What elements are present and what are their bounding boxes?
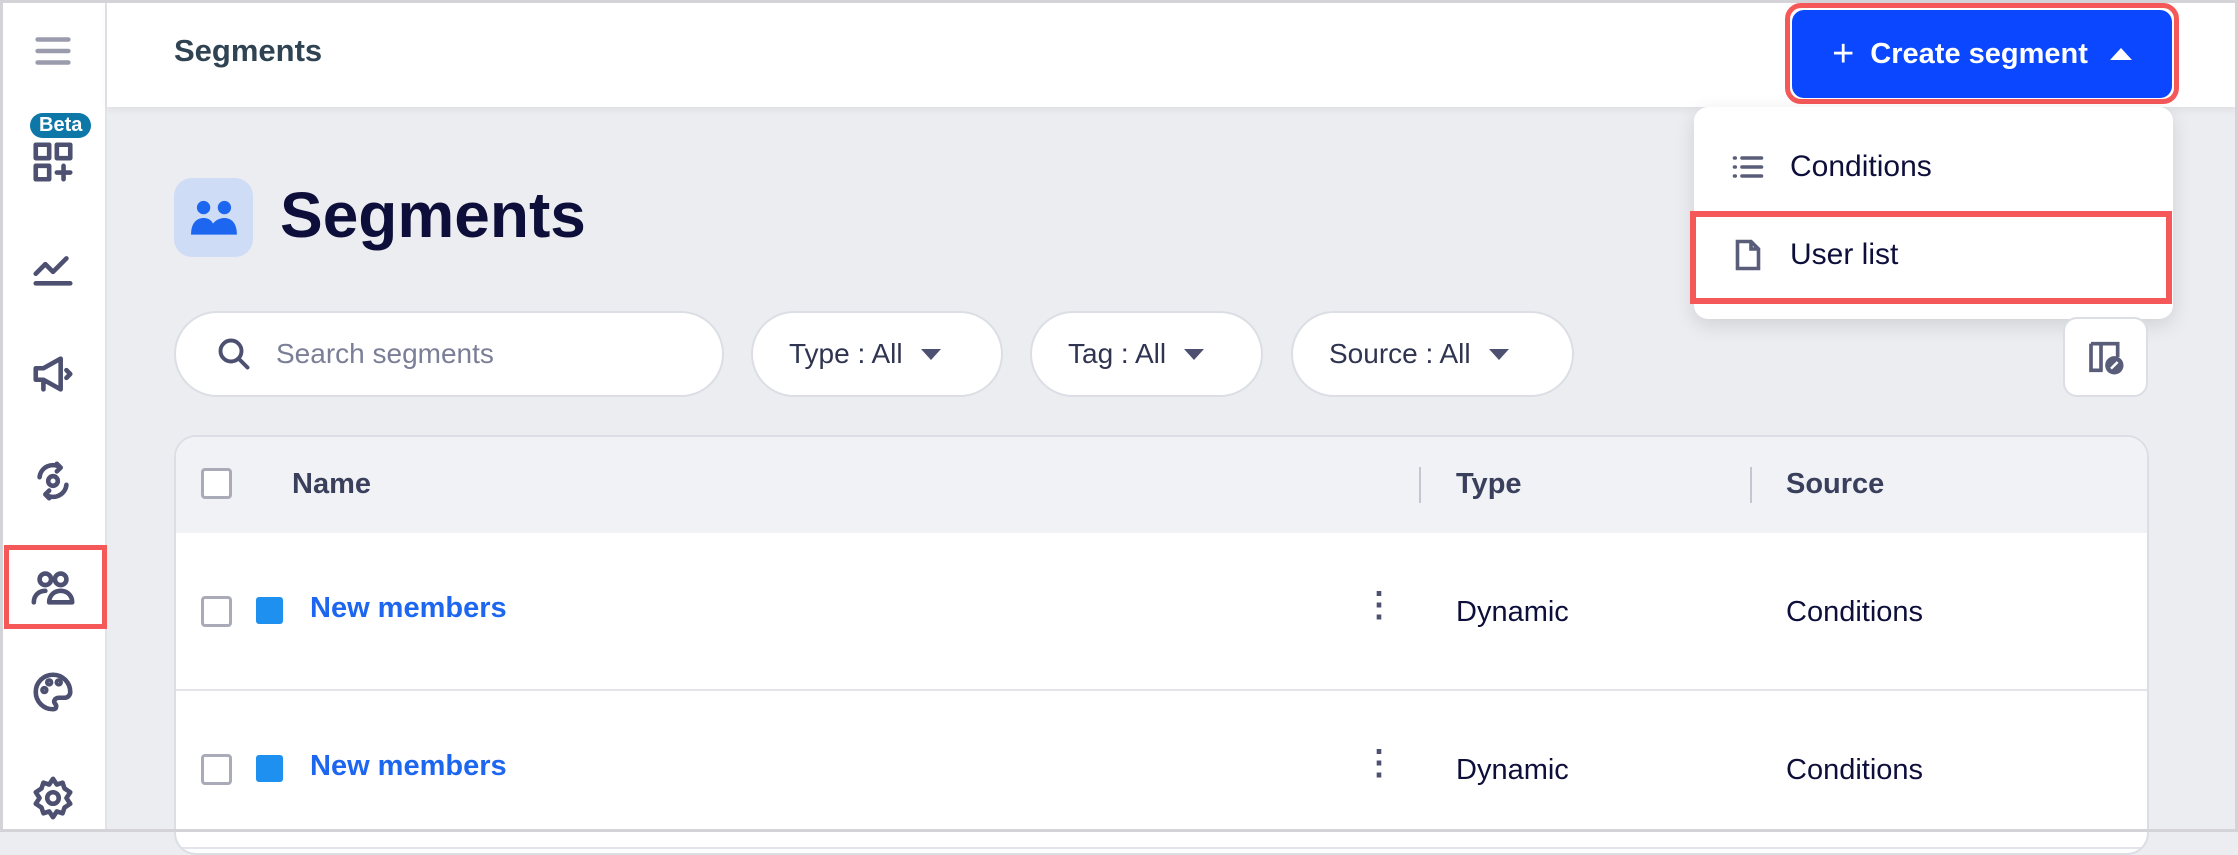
select-all-checkbox[interactable] xyxy=(201,468,232,499)
list-icon xyxy=(1732,156,1764,178)
segment-name-link[interactable]: New members xyxy=(310,592,507,624)
segments-icon xyxy=(31,571,75,605)
search-input[interactable]: Search segments xyxy=(174,311,724,397)
sidebar: Beta xyxy=(0,0,107,832)
column-divider[interactable] xyxy=(1419,467,1421,503)
sidebar-item-settings[interactable] xyxy=(18,768,88,828)
column-type[interactable]: Type xyxy=(1456,468,1522,500)
segment-source: Conditions xyxy=(1786,596,1924,628)
sidebar-item-dashboard[interactable] xyxy=(18,132,88,192)
header-title: Segments xyxy=(174,33,323,68)
more-options-icon[interactable]: ⋮ xyxy=(1362,744,1396,782)
campaigns-icon xyxy=(33,356,73,392)
source-filter-label: Source : All xyxy=(1329,338,1471,369)
conditions-label: Conditions xyxy=(1790,150,1932,183)
people-icon xyxy=(190,200,237,235)
menu-item-user-list[interactable]: User list xyxy=(1730,237,1898,273)
source-filter[interactable]: Source : All xyxy=(1291,311,1574,397)
palette-icon xyxy=(33,672,73,712)
tag-filter[interactable]: Tag : All xyxy=(1030,311,1263,397)
segment-type: Dynamic xyxy=(1456,596,1569,628)
page-title: Segments xyxy=(280,179,586,251)
column-divider[interactable] xyxy=(1750,467,1752,503)
file-icon xyxy=(1735,239,1761,271)
type-filter-label: Type : All xyxy=(789,338,903,369)
settings-icon xyxy=(33,776,73,820)
search-placeholder: Search segments xyxy=(276,338,494,369)
table-header: Name Type Source xyxy=(176,437,2147,533)
segment-color xyxy=(256,597,283,624)
column-source[interactable]: Source xyxy=(1786,468,1885,500)
selected-highlight xyxy=(4,545,107,629)
segments-table: Name Type Source New members ⋮ Dynamic C… xyxy=(174,435,2149,855)
edit-columns-button[interactable] xyxy=(2063,317,2148,397)
plus-icon: + xyxy=(1832,32,1855,75)
user-list-label: User list xyxy=(1790,238,1899,271)
menu-item-conditions[interactable]: Conditions xyxy=(1730,149,1932,185)
tag-filter-label: Tag : All xyxy=(1068,338,1167,369)
more-options-icon[interactable]: ⋮ xyxy=(1362,586,1396,624)
sidebar-item-analytics[interactable] xyxy=(18,238,88,298)
analytics-icon xyxy=(33,256,73,286)
sidebar-item-segments[interactable] xyxy=(18,557,88,617)
menu-button[interactable] xyxy=(18,21,88,81)
caret-down-icon xyxy=(920,348,941,360)
columns-edit-icon xyxy=(2088,341,2123,375)
user-list-highlight xyxy=(1690,211,2172,304)
row-checkbox[interactable] xyxy=(201,596,232,627)
create-segment-button[interactable]: + Create segment xyxy=(1792,10,2172,98)
column-name[interactable]: Name xyxy=(292,468,371,500)
sidebar-item-campaigns[interactable] xyxy=(18,344,88,404)
table-row[interactable]: New members ⋮ Dynamic Conditions xyxy=(176,533,2147,691)
caret-down-icon xyxy=(1488,348,1509,360)
search-icon xyxy=(218,338,250,370)
caret-down-icon xyxy=(1184,348,1205,360)
segment-color xyxy=(256,755,283,782)
type-filter[interactable]: Type : All xyxy=(751,311,1003,397)
beta-badge: Beta xyxy=(30,113,92,138)
sidebar-item-automation[interactable] xyxy=(18,451,88,511)
segment-type: Dynamic xyxy=(1456,754,1569,786)
segment-name-link[interactable]: New members xyxy=(310,750,507,782)
create-button-highlight xyxy=(1785,3,2179,104)
segment-source: Conditions xyxy=(1786,754,1924,786)
automation-icon xyxy=(37,461,69,501)
caret-up-icon xyxy=(2109,48,2132,60)
menu-icon xyxy=(35,37,71,65)
segments-page-icon xyxy=(174,178,253,257)
row-checkbox[interactable] xyxy=(201,754,232,785)
dashboard-add-icon xyxy=(33,142,73,182)
table-row[interactable]: New members ⋮ Dynamic Conditions xyxy=(176,691,2147,849)
sidebar-item-design[interactable] xyxy=(18,662,88,722)
create-segment-label: Create segment xyxy=(1870,37,2088,70)
